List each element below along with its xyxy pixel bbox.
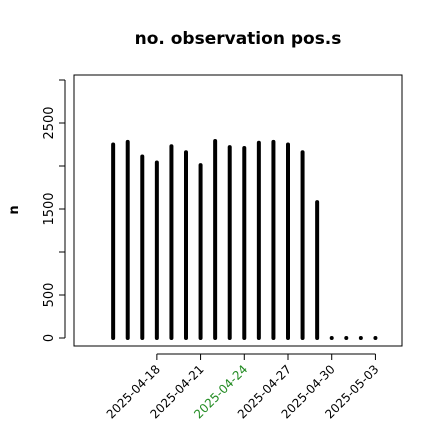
y-tick-label: 500 bbox=[42, 283, 57, 308]
y-tick-label: 0 bbox=[42, 334, 57, 342]
bar bbox=[344, 336, 349, 340]
chart-title: no. observation pos.s bbox=[135, 29, 342, 49]
bars bbox=[111, 139, 378, 340]
plot-frame bbox=[73, 74, 403, 347]
y-tick-label: 2500 bbox=[42, 106, 57, 139]
y-axis: 0 500 1500 2500 bbox=[42, 79, 66, 342]
bar bbox=[373, 336, 378, 340]
x-axis: 2025-04-182025-04-212025-04-242025-04-27… bbox=[104, 353, 382, 421]
bar bbox=[329, 336, 334, 340]
bar bbox=[358, 336, 363, 340]
y-tick-label: 1500 bbox=[42, 192, 57, 225]
y-axis-label: n bbox=[7, 205, 22, 214]
